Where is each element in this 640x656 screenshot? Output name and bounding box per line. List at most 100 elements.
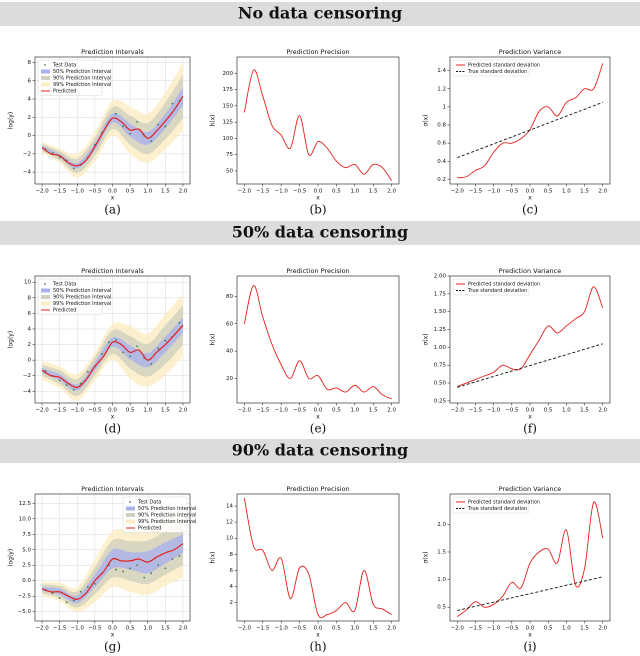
chart-title: Prediction Variance <box>499 267 561 275</box>
x-tick-label: −1.0 <box>275 189 289 195</box>
y-tick-label: 1.50 <box>434 309 447 315</box>
section-band <box>0 2 640 26</box>
x-tick-label: 2.0 <box>387 408 396 414</box>
precision-line <box>243 69 393 182</box>
y-tick-label: 60 <box>226 321 233 327</box>
y-tick-label: 2.5 <box>22 563 31 569</box>
x-tick-label: −2.0 <box>35 408 49 414</box>
x-tick-label: 1.5 <box>580 189 589 195</box>
plot-area <box>243 285 392 400</box>
x-tick-label: 1.0 <box>143 626 152 632</box>
axes-frame <box>236 275 400 404</box>
legend-label: Test Data <box>52 282 76 288</box>
test-point <box>115 568 117 571</box>
y-tick-label: 0.6 <box>437 141 446 147</box>
y-tick-label: 4 <box>230 584 234 590</box>
y-tick-label: 7.5 <box>22 532 31 538</box>
caption: (b) <box>309 203 326 217</box>
chart-title: Prediction Variance <box>499 48 561 56</box>
x-tick-label: 2.0 <box>179 189 188 195</box>
interval-band <box>42 305 183 397</box>
chart-title: Prediction Precision <box>286 48 349 56</box>
series-line <box>457 63 604 179</box>
y-tick-label: 12.5 <box>19 501 32 507</box>
y-tick-label: 1.0 <box>437 577 446 583</box>
chart: −2.0 −1.5 −1.0 −0.5 0.0 0.5 1.0 1.5 2.0 −5.0 −2.5 0… <box>8 485 197 654</box>
x-tick-label: −1.0 <box>71 189 85 195</box>
y-tick-label: 20 <box>226 376 233 382</box>
chart: −2.0 −1.5 −1.0 −0.5 0.0 0.5 1.0 1.5 2.0 −4 −2 0 2 4 6 8… <box>8 48 191 217</box>
caption: (c) <box>522 203 538 217</box>
test-point <box>164 339 167 342</box>
test-point <box>72 388 75 391</box>
x-tick-label: −2.0 <box>451 408 465 414</box>
test-point <box>65 384 68 386</box>
y-tick-label: 8 <box>230 552 234 558</box>
x-axis-label: x <box>316 414 320 421</box>
x-tick-label: 2.0 <box>179 408 188 414</box>
x-tick-label: −2.0 <box>35 189 49 195</box>
test-point <box>143 576 146 579</box>
y-axis-label: σ(x) <box>423 333 430 345</box>
y-tick-label: 1.75 <box>434 291 447 297</box>
legend-label: 50% Prediction Interval <box>53 288 111 294</box>
legend-swatch <box>126 519 135 524</box>
x-tick-label: −0.5 <box>88 626 102 632</box>
x-tick-label: −1.0 <box>275 408 289 414</box>
y-tick-label: 0.50 <box>434 381 447 387</box>
caption: (f) <box>523 422 537 436</box>
y-tick-label: 1.4 <box>437 68 446 74</box>
x-tick-label: −2.0 <box>238 408 252 414</box>
x-tick-label: −1.5 <box>256 189 270 195</box>
x-tick-label: 0.5 <box>332 189 341 195</box>
y-tick-label: 0.4 <box>437 159 446 165</box>
chart: −2.0 −1.5 −1.0 −0.5 0.0 0.5 1.0 1.5 2.0 2 4 6 8 10 12 1… <box>210 485 400 654</box>
y-tick-label: 150 <box>223 103 234 109</box>
y-tick-label: −5.0 <box>18 609 32 615</box>
precision-line <box>243 497 392 619</box>
x-tick-label: 1.5 <box>161 408 170 414</box>
x-tick-label: −0.5 <box>293 626 307 632</box>
x-tick-label: −1.5 <box>469 189 483 195</box>
y-tick-label: 8 <box>28 60 32 66</box>
y-tick-label: 175 <box>223 87 234 93</box>
series-line <box>457 343 603 388</box>
test-point <box>44 370 47 372</box>
x-tick-label: 0.0 <box>314 408 323 414</box>
x-tick-label: −2.0 <box>35 626 49 632</box>
x-tick-label: −1.0 <box>487 626 501 632</box>
test-point <box>122 125 124 128</box>
legend-label: Test Data <box>137 500 161 506</box>
y-tick-label: −4 <box>23 389 32 395</box>
x-tick-label: −1.5 <box>53 626 67 632</box>
chart: −2.0 −1.5 −1.0 −0.5 0.0 0.5 1.0 1.5 2.0 0.5 1.0 1.5… <box>423 485 611 654</box>
caption: (a) <box>104 203 121 217</box>
x-tick-label: 2.0 <box>598 189 607 195</box>
y-tick-label: −2 <box>23 373 31 379</box>
y-tick-label: 80 <box>226 294 233 300</box>
axes-frame <box>236 493 400 622</box>
test-point <box>157 347 160 350</box>
y-axis-label: h(x) <box>210 551 217 563</box>
test-point <box>171 102 174 105</box>
axes-frame <box>34 275 191 404</box>
x-tick-label: 0.0 <box>108 626 117 632</box>
legend-box <box>37 278 103 315</box>
y-tick-label: −4 <box>23 170 32 176</box>
test-point <box>150 363 153 365</box>
y-tick-label: 100 <box>223 136 234 142</box>
chart-title: Prediction Precision <box>286 485 349 493</box>
y-tick-label: 1 <box>443 104 447 110</box>
test-point <box>129 132 132 135</box>
legend-box <box>37 59 103 96</box>
legend-box <box>452 59 530 77</box>
y-tick-label: 2 <box>230 600 234 606</box>
chart: −2.0 −1.5 −1.0 −0.5 0.0 0.5 1.0 1.5 2.0 −4 −2 0 2 4 6 8… <box>8 267 191 436</box>
x-tick-label: 0.5 <box>126 189 135 195</box>
y-tick-label: 75 <box>226 152 233 158</box>
plot-area <box>243 69 393 182</box>
y-tick-label: 2.00 <box>434 274 447 280</box>
test-point <box>129 567 132 570</box>
x-axis-label: x <box>111 632 115 639</box>
test-point <box>115 112 117 115</box>
